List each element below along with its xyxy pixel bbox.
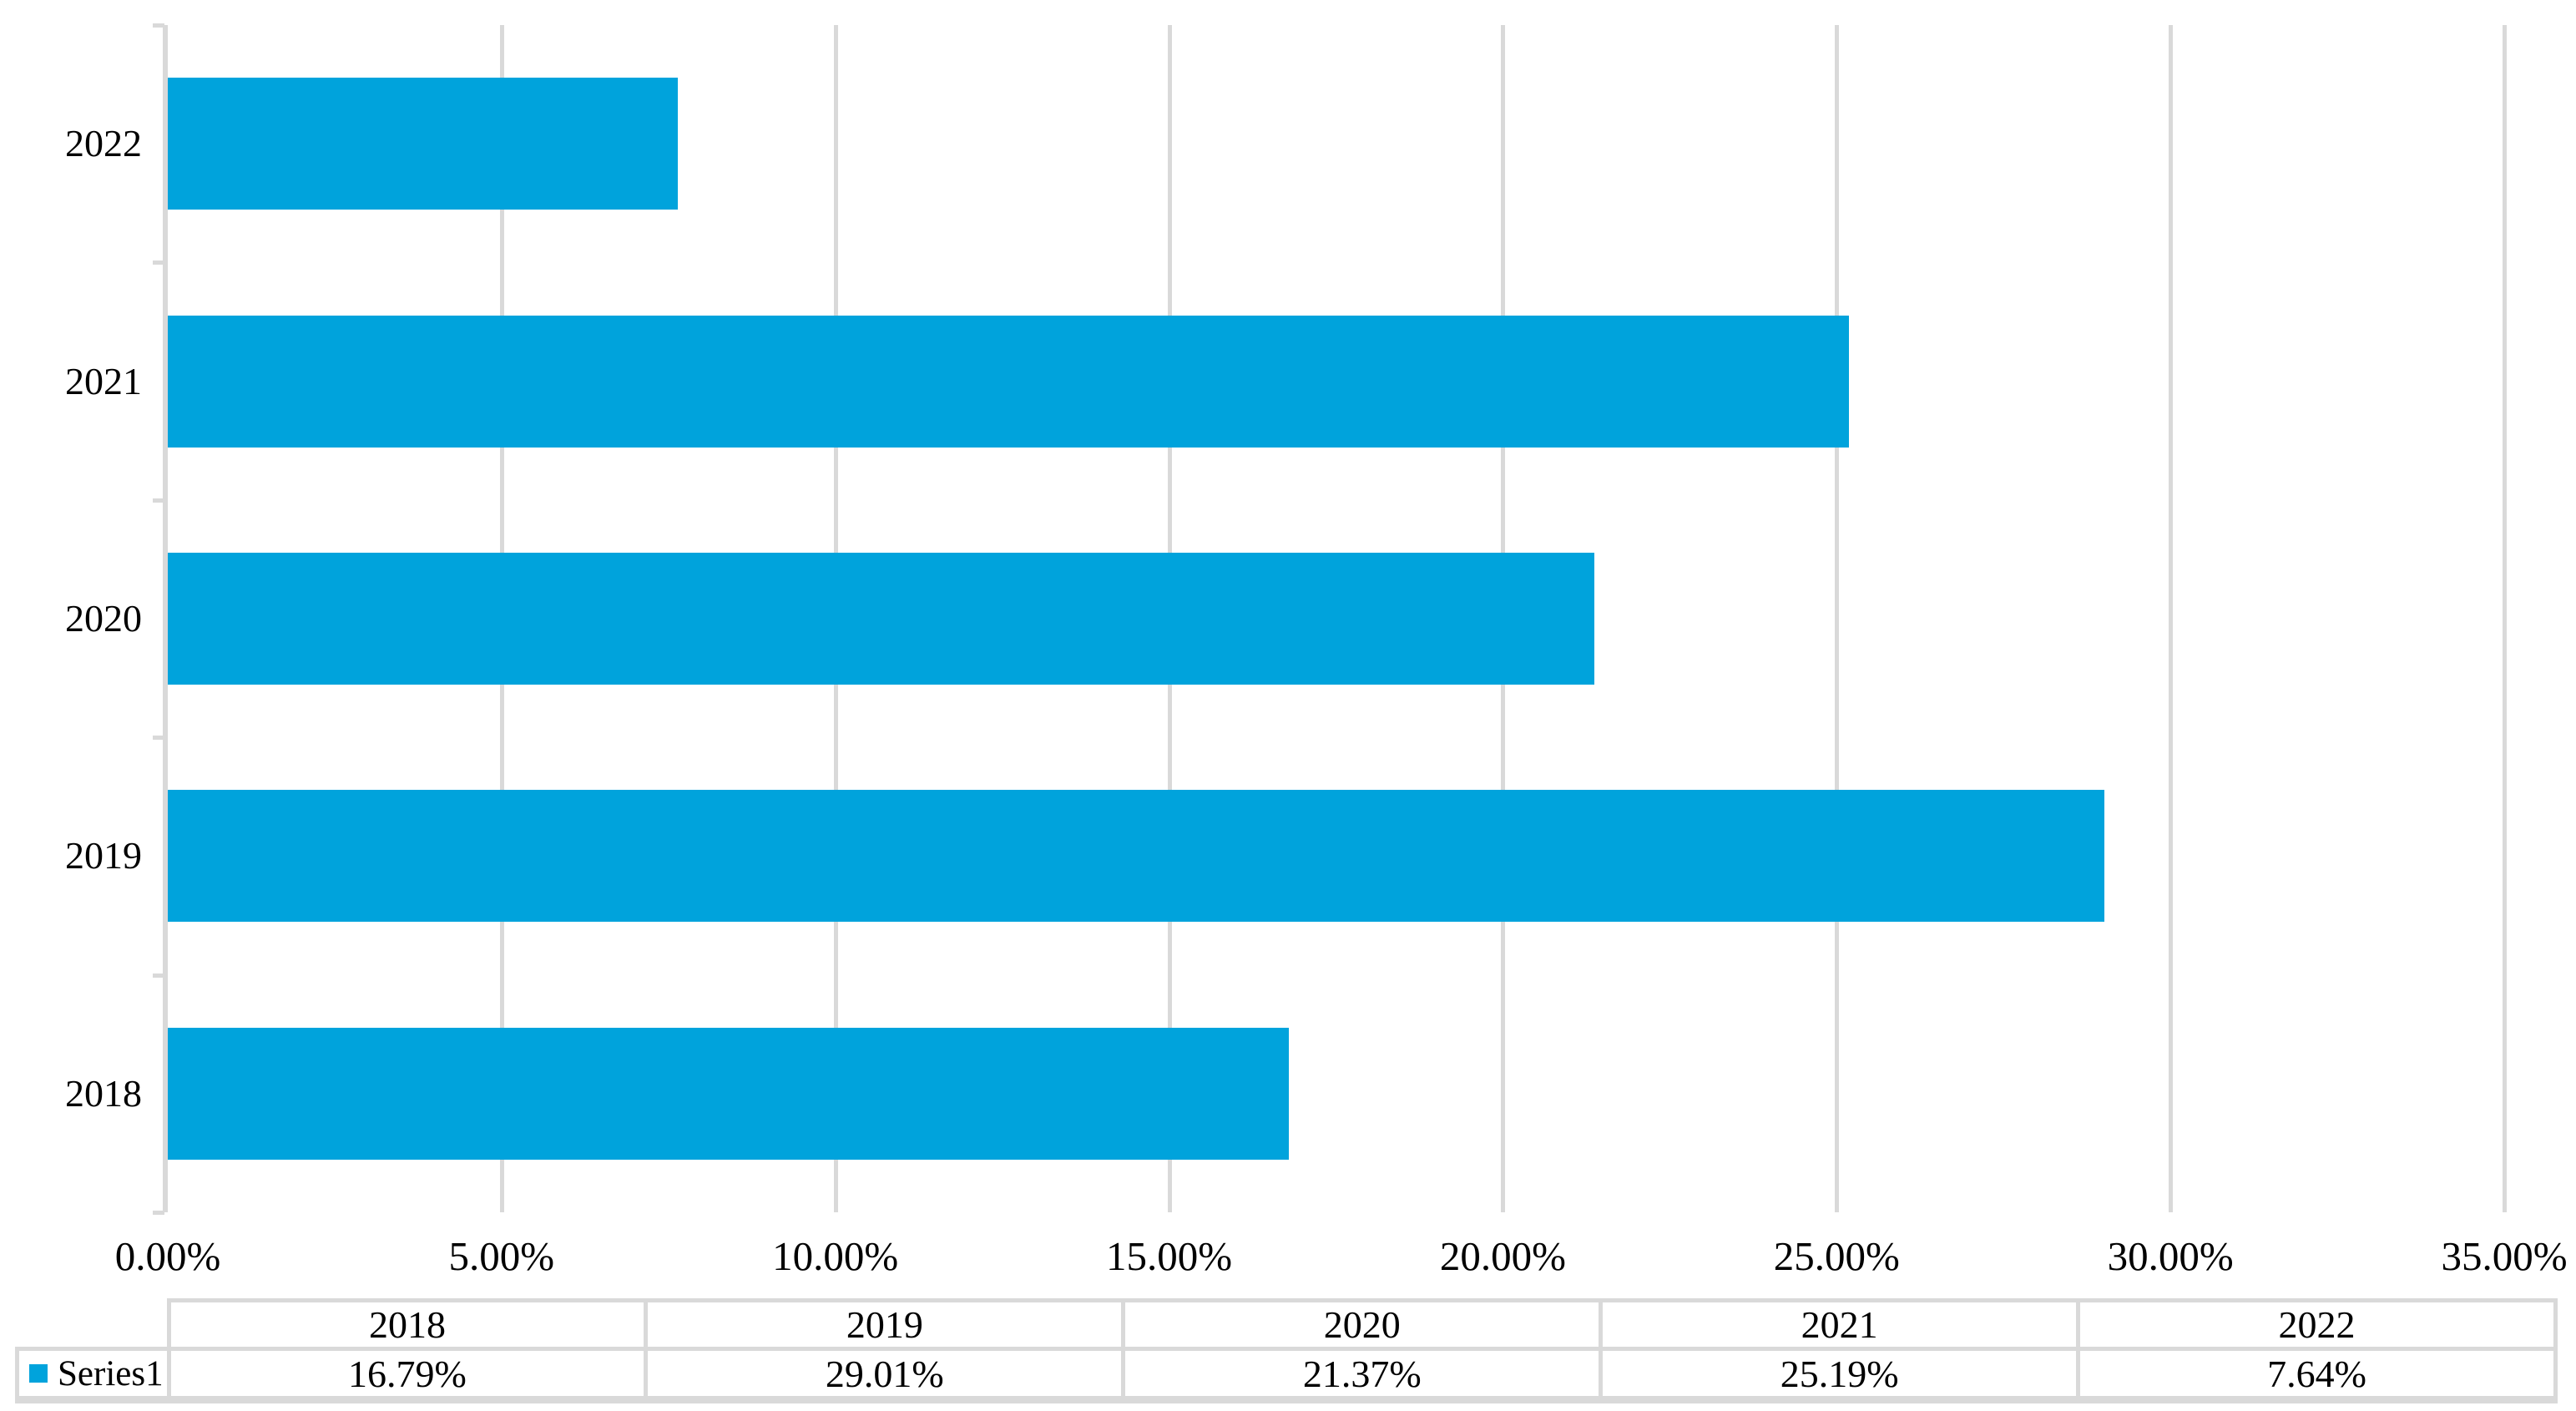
series-name-label: Series1 [58,1353,164,1393]
data-table-value-cell-2018: 16.79% [166,1347,649,1403]
gridline [1835,25,1840,1212]
bar-2018 [168,1027,1289,1160]
value-axis-label: 30.00% [2107,1233,2234,1279]
data-table-legend-cell: Series1 [15,1347,171,1403]
data-table-header-row: 2018 2019 2020 2021 2022 [17,1298,2558,1351]
data-table: 2018 2019 2020 2021 2022 Series1 16.79% 29.01… [15,1298,2558,1403]
bar-2021 [168,315,1850,448]
category-axis-tick [153,498,164,503]
category-axis-label-2019: 2019 [65,834,142,877]
value-axis-label: 20.00% [1439,1233,1566,1279]
bar-2019 [168,790,2104,923]
category-axis-tick [153,260,164,266]
plot-area [168,25,2507,1212]
value-axis-label: 15.00% [1106,1233,1233,1279]
value-axis-label: 0.00% [114,1233,221,1279]
category-axis-label-2021: 2021 [65,359,142,402]
category-axis-tick [153,973,164,978]
category-axis-tick [153,23,164,28]
data-table-header-cell-2020: 2020 [1121,1298,1604,1351]
data-table-value-row: Series1 16.79% 29.01% 21.37% 25.19% 7.64% [15,1347,2558,1403]
value-axis-label: 35.00% [2441,1233,2568,1279]
category-axis-line [163,25,168,1212]
category-axis-label-2022: 2022 [65,122,142,165]
category-axis-label-2020: 2020 [65,597,142,640]
data-table-value-cell-2020: 21.37% [1121,1347,1604,1403]
data-table-header-cell-2018: 2018 [166,1298,649,1351]
category-axis-tick [153,736,164,741]
bar-2020 [168,553,1594,685]
bar-2022 [168,78,678,210]
gridline [2503,25,2507,1212]
data-table-header-cell-2021: 2021 [1599,1298,2081,1351]
data-table-header-cell-2019: 2019 [644,1298,1126,1351]
value-axis-label: 5.00% [448,1233,555,1279]
category-axis-tick [153,1211,164,1215]
data-table-value-cell-2021: 25.19% [1599,1347,2081,1403]
data-table-value-cell-2022: 7.64% [2076,1347,2558,1403]
data-table-header-cell-2022: 2022 [2076,1298,2558,1351]
category-axis-label-2018: 2018 [65,1071,142,1115]
value-axis-label: 10.00% [772,1233,899,1279]
series1-legend-swatch-icon [29,1364,48,1383]
value-axis-label: 25.00% [1773,1233,1900,1279]
data-table-value-cell-2019: 29.01% [644,1347,1126,1403]
data-table-corner-cell [17,1300,171,1351]
gridline [2169,25,2174,1212]
